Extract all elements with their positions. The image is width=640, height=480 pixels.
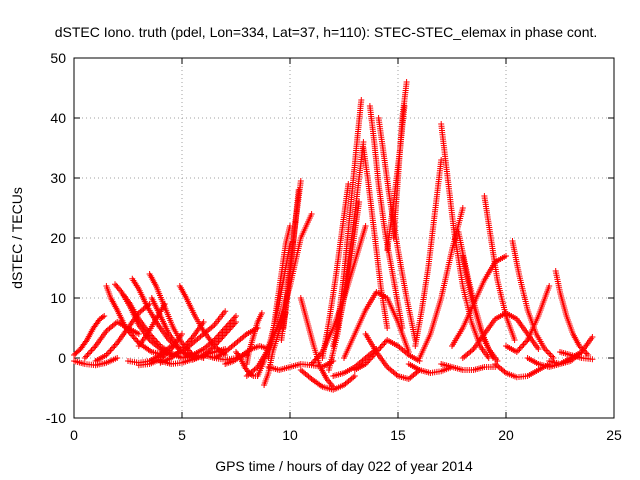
satellite-track [103,283,168,358]
x-tick-label: 10 [282,427,298,443]
satellite-track [319,181,352,361]
satellite-track [459,310,542,361]
x-tick-label: 20 [498,427,514,443]
data-marks [71,79,596,393]
plus-markers [330,346,380,379]
x-tick-label: 15 [390,427,406,443]
satellite-track [71,355,121,369]
y-tick-label: 20 [50,230,66,246]
plot-frame [73,57,615,419]
satellite-track [297,295,337,390]
y-tick-label: 0 [58,350,66,366]
satellite-track [412,157,445,349]
plus-markers [503,283,553,355]
plus-markers [412,157,445,349]
satellite-track [416,205,466,361]
plus-markers [481,193,518,343]
plus-markers [297,367,358,393]
satellite-track [179,313,239,361]
plus-markers [384,103,408,253]
satellite-track [189,319,239,363]
plus-markers [492,361,553,381]
plus-markers [362,331,423,382]
y-axis-label: dSTEC / TECUs [9,187,25,289]
plus-markers [297,295,337,390]
plus-markers [189,319,239,363]
satellite-track [492,361,553,381]
satellite-track [330,346,380,379]
plus-markers [176,283,229,358]
plus-markers [366,103,406,331]
satellite-track [384,103,408,253]
y-tick-label: 40 [50,110,66,126]
x-tick-label: 25 [606,427,622,443]
plus-markers [211,325,261,361]
x-axis-ticks: 0 5 10 15 20 25 [70,58,622,443]
y-tick-label: 50 [50,50,66,66]
chart-title: dSTEC Iono. truth (pdel, Lon=334, Lat=37… [55,24,598,40]
plus-markers [459,310,542,361]
satellite-track [438,361,499,373]
satellite-track [546,334,596,367]
satellite-track [366,103,406,331]
satellite-track [71,313,108,358]
x-axis-label: GPS time / hours of day 022 of year 2014 [215,458,473,474]
satellite-track [557,349,596,363]
plus-markers [103,283,168,358]
satellite-track [362,331,423,382]
satellite-track [297,367,358,393]
y-tick-label: 30 [50,170,66,186]
plus-markers [557,349,596,363]
y-axis-ticks: -10 0 10 20 30 40 50 [46,50,614,426]
plus-markers [438,361,499,373]
satellite-track [375,115,419,343]
satellite-track [280,178,304,331]
plus-markers [81,319,142,361]
satellite-track [265,223,293,361]
satellite-track [211,325,261,361]
satellite-track [341,289,412,361]
satellite-track [360,145,391,331]
plus-markers [375,115,419,343]
satellite-track [334,97,365,331]
plus-markers [265,223,293,361]
plus-markers [416,205,466,361]
y-tick-label: 10 [50,290,66,306]
satellite-track [481,193,518,343]
satellite-track [330,199,363,349]
plus-markers [71,355,121,369]
plus-markers [341,289,412,361]
plus-markers [319,181,352,361]
plus-markers [360,145,391,331]
satellite-track [81,319,142,361]
satellite-track [176,283,229,358]
x-tick-label: 0 [70,427,78,443]
plus-markers [330,199,363,349]
plus-markers [71,313,108,358]
plus-markers [179,313,239,361]
y-tick-label: -10 [46,410,66,426]
plus-markers [546,334,596,367]
satellite-track [503,283,553,355]
plus-markers [280,178,304,331]
x-tick-label: 5 [178,427,186,443]
plus-markers [334,97,365,331]
